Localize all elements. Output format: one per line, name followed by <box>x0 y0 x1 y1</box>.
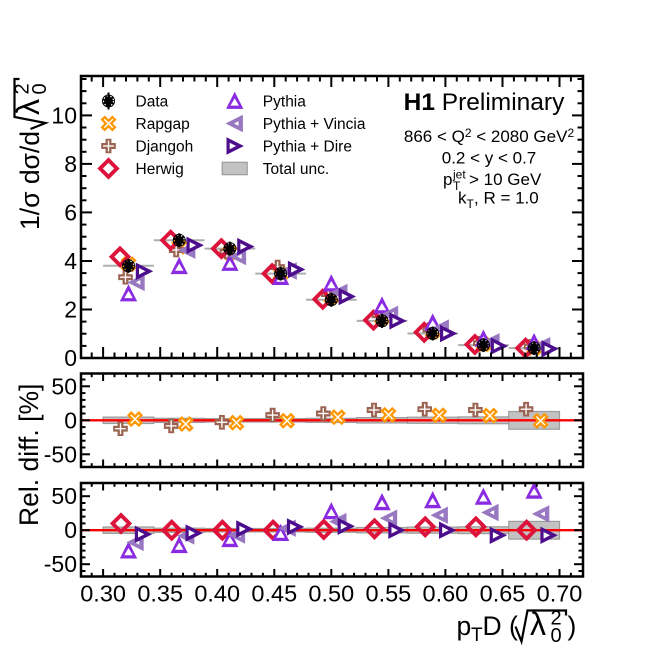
svg-text:0: 0 <box>64 407 77 433</box>
svg-text:6: 6 <box>64 199 77 225</box>
svg-text:0.55: 0.55 <box>366 581 412 607</box>
svg-text:8: 8 <box>64 151 77 177</box>
svg-text:0.45: 0.45 <box>251 581 297 607</box>
svg-text:-50: -50 <box>44 551 77 577</box>
svg-text:λ: λ <box>10 99 46 115</box>
svg-text:Herwig: Herwig <box>136 161 184 178</box>
svg-text:k: k <box>458 189 467 208</box>
svg-text:T: T <box>471 625 483 646</box>
svg-text:0: 0 <box>29 83 51 94</box>
svg-text:Data: Data <box>136 94 169 111</box>
svg-text:1/σ dσ/d: 1/σ dσ/d <box>15 131 45 230</box>
svg-text:50: 50 <box>51 373 77 399</box>
svg-text:p: p <box>457 611 472 641</box>
svg-text:10: 10 <box>51 102 77 128</box>
svg-text:jet: jet <box>452 168 466 182</box>
svg-text:Pythia + Vincia: Pythia + Vincia <box>263 116 366 133</box>
svg-text:2: 2 <box>551 608 562 630</box>
svg-text:0.40: 0.40 <box>194 581 240 607</box>
svg-text:0: 0 <box>551 625 562 647</box>
svg-text:> 10 GeV: > 10 GeV <box>469 170 542 189</box>
svg-text:): ) <box>568 611 577 641</box>
svg-text:2: 2 <box>12 83 34 94</box>
svg-text:, R = 1.0: , R = 1.0 <box>474 189 539 208</box>
svg-text:Pythia + Dire: Pythia + Dire <box>263 139 352 156</box>
svg-text:Djangoh: Djangoh <box>136 139 194 156</box>
svg-text:Rel. diff. [%]: Rel. diff. [%] <box>14 384 44 526</box>
svg-text:Total unc.: Total unc. <box>263 161 329 178</box>
svg-text:p: p <box>443 170 452 189</box>
svg-text:0.30: 0.30 <box>80 581 126 607</box>
svg-text:0: 0 <box>64 517 77 543</box>
svg-text:2: 2 <box>64 297 77 323</box>
svg-text:0.35: 0.35 <box>137 581 183 607</box>
svg-text:T: T <box>453 179 461 193</box>
svg-text:λ: λ <box>530 606 546 642</box>
svg-text:0.70: 0.70 <box>537 581 583 607</box>
svg-text:0.2 < y < 0.7: 0.2 < y < 0.7 <box>442 149 537 168</box>
svg-text:H1 Preliminary: H1 Preliminary <box>404 89 565 116</box>
svg-text:0.50: 0.50 <box>308 581 354 607</box>
svg-text:0.60: 0.60 <box>423 581 469 607</box>
svg-text:Pythia: Pythia <box>263 94 306 111</box>
svg-text:4: 4 <box>64 248 77 274</box>
svg-text:866 < Q2 < 2080 GeV2: 866 < Q2 < 2080 GeV2 <box>404 126 575 146</box>
svg-text:T: T <box>467 197 475 211</box>
svg-text:-50: -50 <box>44 441 77 467</box>
svg-text:50: 50 <box>51 483 77 509</box>
svg-text:0: 0 <box>64 345 77 371</box>
svg-text:D (: D ( <box>483 611 519 641</box>
svg-text:Rapgap: Rapgap <box>136 116 190 133</box>
svg-text:0.65: 0.65 <box>480 581 526 607</box>
